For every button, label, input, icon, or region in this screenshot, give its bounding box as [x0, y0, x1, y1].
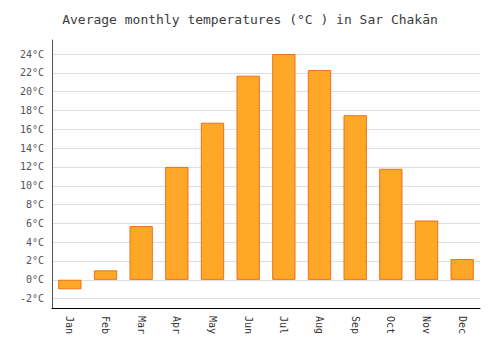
svg-text:22°C: 22°C — [20, 67, 44, 78]
svg-text:Sep: Sep — [350, 316, 361, 334]
svg-text:8°C: 8°C — [26, 199, 44, 210]
svg-text:May: May — [207, 316, 218, 334]
svg-text:6°C: 6°C — [26, 218, 44, 229]
svg-text:Jan: Jan — [64, 316, 75, 334]
svg-text:18°C: 18°C — [20, 105, 44, 116]
svg-text:14°C: 14°C — [20, 143, 44, 154]
svg-text:4°C: 4°C — [26, 237, 44, 248]
svg-text:Dec: Dec — [457, 316, 468, 334]
svg-text:10°C: 10°C — [20, 180, 44, 191]
svg-text:Apr: Apr — [171, 316, 182, 334]
svg-text:Aug: Aug — [314, 316, 325, 334]
svg-text:2°C: 2°C — [26, 255, 44, 266]
svg-text:Jul: Jul — [278, 316, 289, 334]
svg-text:Mar: Mar — [136, 316, 147, 334]
svg-text:Nov: Nov — [421, 316, 432, 334]
svg-text:12°C: 12°C — [20, 161, 44, 172]
svg-text:-2°C: -2°C — [20, 293, 44, 304]
svg-text:Jun: Jun — [243, 316, 254, 334]
svg-text:Oct: Oct — [385, 316, 396, 334]
svg-text:24°C: 24°C — [20, 49, 44, 60]
svg-text:Feb: Feb — [100, 316, 111, 334]
svg-text:0°C: 0°C — [26, 274, 44, 285]
svg-text:Average monthly temperatures (: Average monthly temperatures (°C ) in Sa… — [62, 12, 438, 27]
svg-text:20°C: 20°C — [20, 86, 44, 97]
svg-text:16°C: 16°C — [20, 124, 44, 135]
